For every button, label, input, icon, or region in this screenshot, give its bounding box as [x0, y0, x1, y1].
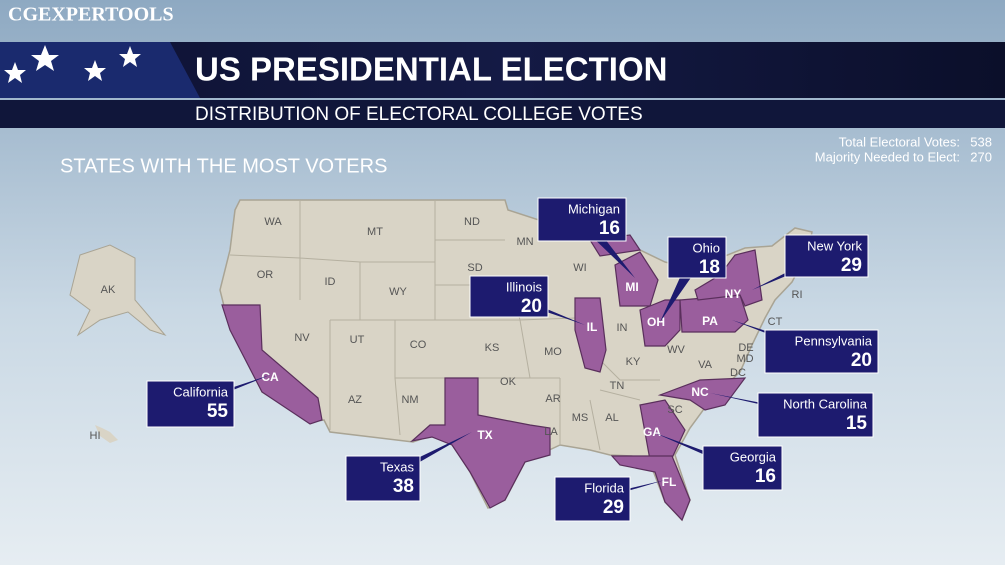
callout-votes: 16 — [599, 218, 620, 239]
callout-name: Pennsylvania — [795, 333, 873, 348]
state-label: TX — [477, 428, 492, 442]
state-label: MD — [736, 353, 753, 365]
state-label: WI — [573, 262, 586, 274]
callout-name: Illinois — [506, 279, 543, 294]
callout-box — [757, 392, 874, 438]
section-title: STATES WITH THE MOST VOTERS — [60, 155, 387, 177]
hawaii — [95, 425, 118, 443]
flag-stars — [4, 45, 141, 83]
callout-name: New York — [807, 238, 862, 253]
callout-votes: 16 — [755, 466, 776, 487]
highlighted-states — [221, 234, 763, 522]
callout-votes: 15 — [846, 413, 868, 434]
state-label: NC — [691, 385, 709, 399]
callout-box — [146, 380, 235, 428]
callout-votes: 38 — [393, 476, 414, 497]
state-label: UT — [350, 334, 365, 346]
state-label: LA — [544, 426, 558, 438]
state-label: OH — [647, 315, 665, 329]
state-label: AR — [545, 393, 560, 405]
callout-votes: 20 — [851, 350, 872, 371]
state-label: VA — [698, 359, 713, 371]
state-label: NV — [294, 332, 310, 344]
state-label: NM — [401, 394, 418, 406]
state-label: SD — [467, 262, 482, 274]
alaska — [69, 244, 167, 337]
state-label: CT — [768, 316, 783, 328]
callout-box — [469, 275, 549, 318]
state-label: HI — [90, 430, 101, 442]
watermark: CGEXPERTOOLS — [8, 4, 174, 26]
state-label: KY — [626, 356, 641, 368]
state-label: FL — [662, 475, 677, 489]
callout-name: Michigan — [568, 201, 620, 216]
state-label: DE — [738, 342, 753, 354]
title: US PRESIDENTIAL ELECTION — [195, 51, 667, 88]
callouts: Michigan 16 Ohio 18 New York 29 Illinois 20 Penn… — [146, 197, 879, 522]
callout-votes: 18 — [699, 257, 720, 278]
state-labels: WA MT ND MN WI OR ID SD WY AK NV UT CO KS MO IN KY WV VA OK… — [90, 216, 803, 489]
state-label: AZ — [348, 394, 362, 406]
state-label: NY — [725, 287, 742, 301]
state-label: MO — [544, 346, 562, 358]
state-label: GA — [643, 425, 661, 439]
state-borders — [229, 200, 660, 451]
callout-box — [784, 234, 869, 278]
state-label: MS — [572, 412, 589, 424]
state-label: DC — [730, 367, 746, 379]
callout-box — [764, 329, 879, 374]
callout-name: Georgia — [730, 449, 777, 464]
state-label: WV — [667, 344, 685, 356]
state-label: OK — [500, 376, 517, 388]
state-label: WA — [264, 216, 282, 228]
state-label: MT — [367, 226, 383, 238]
state-label: MI — [625, 280, 638, 294]
callout-box — [702, 445, 783, 491]
callout-name: North Carolina — [783, 396, 868, 411]
callout-name: California — [173, 384, 229, 399]
subtitle-band — [0, 100, 1005, 128]
callout-votes: 29 — [603, 497, 624, 518]
state-label: RI — [792, 289, 803, 301]
totals: Total Electoral Votes: 538 Majority Needed… — [815, 134, 992, 164]
total-label: Majority Needed to Elect: — [815, 149, 960, 164]
state-label: ID — [325, 276, 336, 288]
callout-votes: 20 — [521, 296, 542, 317]
state-label: CA — [261, 370, 279, 384]
state-label: KS — [485, 342, 500, 354]
total-value: 538 — [970, 134, 992, 149]
state-label: ND — [464, 216, 480, 228]
state-label: AK — [101, 284, 116, 296]
callout-name: Florida — [584, 480, 625, 495]
state-label: SC — [667, 404, 682, 416]
subtitle: DISTRIBUTION OF ELECTORAL COLLEGE VOTES — [195, 104, 643, 125]
callout-name: Ohio — [693, 240, 720, 255]
state-label: MN — [516, 236, 533, 248]
callout-box — [554, 476, 631, 522]
state-label: PA — [702, 314, 718, 328]
callout-votes: 29 — [841, 255, 862, 276]
callout-box — [667, 236, 727, 279]
state-label: IL — [587, 320, 598, 334]
state-label: IN — [617, 322, 628, 334]
state-label: AL — [605, 412, 618, 424]
total-value: 270 — [970, 149, 992, 164]
state-label: WY — [389, 286, 407, 298]
state-label: OR — [257, 269, 274, 281]
state-label: CO — [410, 339, 427, 351]
callout-name: Texas — [380, 459, 414, 474]
total-label: Total Electoral Votes: — [839, 134, 960, 149]
callout-box — [345, 455, 421, 502]
callout-box — [537, 197, 627, 242]
callout-votes: 55 — [207, 401, 229, 422]
state-label: TN — [610, 380, 625, 392]
